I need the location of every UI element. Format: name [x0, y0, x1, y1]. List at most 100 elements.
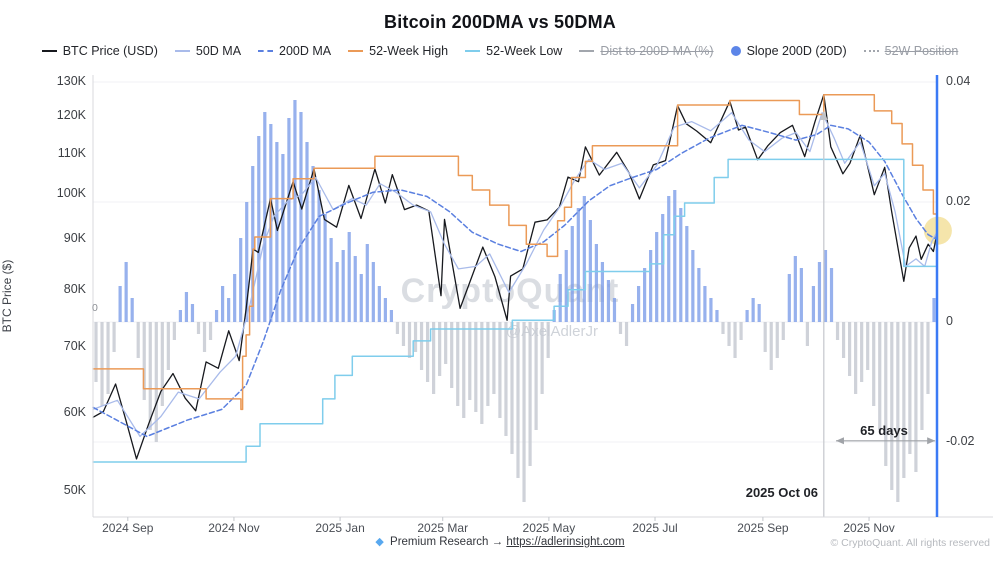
- slope-bar: [745, 310, 749, 322]
- x-tick-label: 2025 Nov: [843, 521, 895, 535]
- slope-bar: [733, 322, 737, 358]
- legend-label: 52W Position: [884, 44, 959, 58]
- slope-bar: [751, 298, 755, 322]
- legend-label: BTC Price (USD): [62, 44, 158, 58]
- gem-icon: ◆: [375, 536, 384, 548]
- slope-bar: [148, 322, 152, 430]
- slope-bar: [564, 250, 568, 322]
- slope-bar: [878, 322, 882, 430]
- slope-bar: [432, 322, 436, 394]
- legend-item-52w-position[interactable]: 52W Position: [863, 44, 959, 58]
- slope-bar: [775, 322, 779, 358]
- 52-week-low-line: [92, 158, 938, 463]
- legend: BTC Price (USD) 50D MA 200D MA 52-Week High…: [0, 44, 1000, 58]
- slope-bar: [787, 274, 791, 322]
- slope-bar: [835, 322, 840, 340]
- slope-bar: [498, 322, 502, 418]
- annotation-date-label: 2025 Oct 06: [745, 485, 818, 500]
- legend-swatch-line: [41, 50, 57, 52]
- y-right-tick-label: 0.04: [946, 74, 971, 88]
- y-left-tick-label: 100K: [56, 186, 86, 201]
- legend-item-btc-price-usd-[interactable]: BTC Price (USD): [41, 44, 158, 58]
- btc-price-usd--line: [92, 94, 938, 460]
- slope-bar: [582, 196, 586, 322]
- slope-bar: [444, 322, 448, 364]
- legend-label: Slope 200D (20D): [746, 44, 847, 58]
- slope-bar: [239, 238, 243, 322]
- slope-bar: [154, 322, 158, 442]
- slope-bar: [667, 196, 671, 322]
- legend-swatch-circle: [730, 46, 741, 56]
- y-left-tick-label: 70K: [63, 338, 86, 353]
- 50d-ma-line: [92, 112, 938, 438]
- slope-bar: [407, 322, 412, 358]
- slope-bar: [528, 322, 532, 466]
- slope-zero-label: 0: [92, 302, 98, 314]
- slope-bar: [329, 238, 333, 322]
- slope-bar: [389, 310, 394, 322]
- slope-bar: [872, 322, 876, 406]
- chart-title: Bitcoin 200DMA vs 50DMA: [384, 12, 616, 32]
- annotation-vline-arrowhead: [819, 111, 828, 120]
- slope-bar: [902, 322, 906, 478]
- legend-item-200d-ma[interactable]: 200D MA: [258, 44, 331, 58]
- legend-item-dist-to-200d-ma-[interactable]: Dist to 200D MA (%): [579, 44, 714, 58]
- legend-label: 50D MA: [195, 44, 242, 58]
- slope-bar: [721, 322, 725, 334]
- slope-bar: [769, 322, 773, 370]
- slope-bar: [540, 322, 544, 394]
- span-arrow-head-right: [927, 437, 936, 445]
- slope-bar: [166, 322, 170, 370]
- slope-bar: [456, 322, 460, 406]
- slope-bar: [474, 322, 478, 412]
- legend-item-52-week-high[interactable]: 52-Week High: [348, 44, 448, 58]
- slope-bar: [305, 142, 309, 322]
- slope-bar: [492, 322, 496, 394]
- slope-bar: [805, 322, 809, 346]
- legend-swatch-line: [579, 50, 595, 52]
- legend-item-50d-ma[interactable]: 50D MA: [174, 44, 242, 58]
- annotation-65-days-label: 65 days: [860, 423, 908, 438]
- x-tick-label: 2024 Nov: [208, 521, 260, 535]
- slope-bar: [106, 322, 110, 394]
- slope-bar: [763, 322, 767, 352]
- slope-bar: [184, 292, 189, 322]
- slope-bar: [829, 268, 834, 322]
- slope-bar: [172, 322, 176, 340]
- legend-swatch-dashed: [258, 50, 274, 52]
- slope-bar: [920, 322, 924, 430]
- slope-bar: [847, 322, 852, 376]
- y-left-tick-label: 50K: [63, 483, 86, 497]
- legend-swatch-line: [465, 50, 481, 52]
- slope-bar: [612, 298, 617, 322]
- 52-week-high-line: [92, 93, 938, 411]
- y-left-tick-label: 130K: [56, 74, 86, 88]
- 200d-ma-line: [92, 124, 938, 438]
- slope-bar: [281, 154, 285, 322]
- slope-bar: [462, 322, 466, 418]
- slope-bar: [263, 112, 267, 322]
- slope-bar: [178, 310, 183, 322]
- slope-bar: [480, 322, 484, 424]
- x-tick-label: 2024 Sep: [102, 521, 154, 535]
- slope-bar: [287, 118, 291, 322]
- y-right-tick-label: 0: [946, 314, 953, 328]
- slope-bar: [841, 322, 846, 358]
- footer: ◆ Premium Research → https://adlerinsigh…: [0, 535, 1000, 548]
- slope-bar: [811, 286, 816, 322]
- x-tick-label: 2025 May: [522, 521, 576, 535]
- legend-label: 52-Week Low: [486, 44, 563, 58]
- legend-item-slope-200d-20d-[interactable]: Slope 200D (20D): [730, 44, 847, 58]
- slope-bar: [860, 322, 864, 382]
- slope-bar: [522, 322, 526, 502]
- y-left-tick-label: 90K: [63, 231, 86, 246]
- legend-label: Dist to 200D MA (%): [600, 44, 714, 58]
- slope-bar: [739, 322, 743, 340]
- slope-bar: [395, 322, 400, 334]
- footer-link[interactable]: https://adlerinsight.com: [506, 536, 625, 548]
- slope-bar: [715, 310, 719, 322]
- copyright: © CryptoQuant. All rights reserved: [830, 537, 990, 549]
- legend-item-52-week-low[interactable]: 52-Week Low: [465, 44, 562, 58]
